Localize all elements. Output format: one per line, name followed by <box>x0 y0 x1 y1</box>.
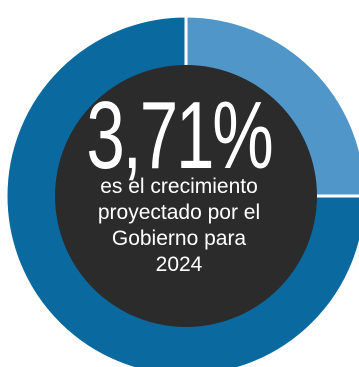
center-value: 3,71% <box>86 82 273 189</box>
center-caption: es el crecimiento proyectado por el Gobi… <box>97 175 261 276</box>
center-label: 3,71% es el crecimiento proyectado por e… <box>86 88 273 278</box>
center-disc <box>55 65 317 327</box>
